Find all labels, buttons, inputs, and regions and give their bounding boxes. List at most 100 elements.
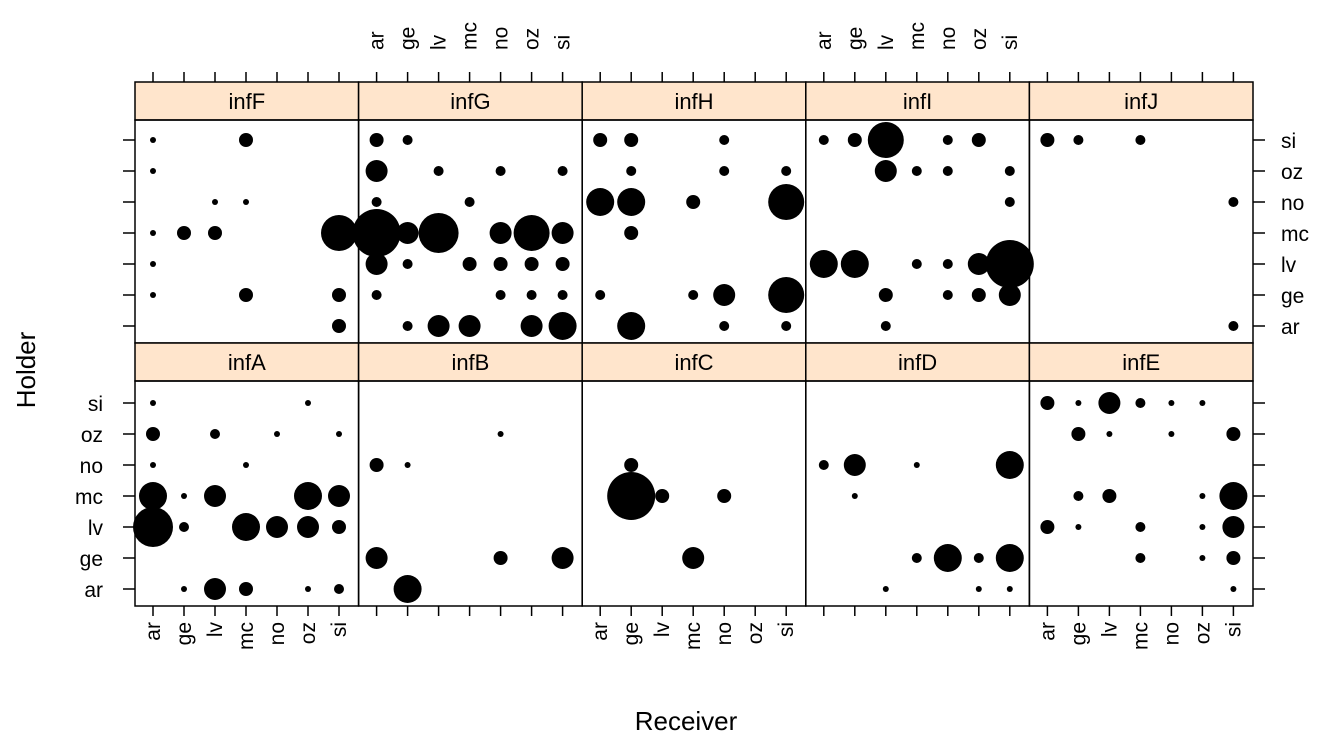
- point-infG-ar-oz: [365, 160, 388, 182]
- point-infH-si-ge: [768, 277, 805, 313]
- x-tick-label-mc: mc: [459, 22, 482, 50]
- strip-infG: [357, 81, 583, 121]
- point-infA-ar-si: [150, 400, 156, 406]
- point-infD-oz-ge: [973, 553, 984, 563]
- point-infH-ar-si: [593, 133, 608, 147]
- point-infH-mc-ge: [688, 290, 699, 300]
- x-tick-label-no: no: [1160, 622, 1183, 645]
- point-infI-no-oz: [942, 166, 953, 176]
- point-infF-ar-si: [150, 137, 156, 143]
- panel-frame-infB: [357, 380, 583, 607]
- point-infF-ar-mc: [150, 230, 156, 236]
- strip-label-infC: infC: [674, 350, 713, 375]
- point-infG-ge-si: [402, 135, 413, 145]
- x-tick-label-oz: oz: [297, 622, 320, 644]
- x-tick-label-ar: ar: [589, 622, 612, 641]
- x-tick-label-no: no: [713, 622, 736, 645]
- point-infE-no-oz: [1168, 431, 1175, 437]
- point-infA-oz-si: [305, 400, 311, 406]
- point-infG-mc-no: [464, 197, 475, 207]
- point-infD-si-ge: [995, 544, 1024, 572]
- x-tick-label-no: no: [266, 622, 289, 645]
- point-infA-mc-ar: [239, 582, 253, 596]
- point-infI-mc-lv: [911, 259, 922, 269]
- point-infI-no-lv: [942, 259, 953, 269]
- point-infH-ge-ar: [617, 312, 646, 340]
- point-infI-si-ge: [998, 284, 1021, 306]
- point-infH-mc-no: [686, 195, 701, 209]
- point-infA-lv-oz: [210, 429, 220, 439]
- point-infG-lv-ar: [427, 315, 450, 337]
- point-infA-no-lv: [266, 516, 288, 538]
- point-infA-si-mc: [328, 485, 350, 507]
- panel-infG: infG: [352, 81, 583, 344]
- x-axis-title: Receiver: [635, 706, 738, 736]
- point-infE-ge-si: [1075, 400, 1082, 406]
- point-infH-no-si: [719, 135, 730, 145]
- x-tick-label-ar: ar: [366, 31, 389, 50]
- point-infG-ar-no: [371, 197, 382, 207]
- strip-label-infA: infA: [228, 350, 266, 375]
- point-infI-ge-si: [847, 133, 862, 147]
- y-axis-title: Holder: [11, 331, 41, 408]
- strip-label-infF: infF: [228, 89, 265, 114]
- point-infI-lv-ge: [878, 288, 893, 302]
- point-infC-lv-mc: [655, 489, 670, 503]
- x-tick-label-lv: lv: [204, 622, 227, 638]
- panel-infJ: infJ: [1028, 81, 1254, 344]
- point-infE-mc-si: [1135, 398, 1146, 408]
- panel-infC: infC: [581, 342, 807, 607]
- point-infG-lv-mc: [418, 213, 459, 253]
- point-infB-no-ge: [493, 551, 508, 565]
- point-infF-ar-oz: [150, 168, 156, 174]
- point-infF-si-ge: [332, 288, 346, 302]
- x-tick-label-oz: oz: [1191, 622, 1214, 644]
- point-infF-mc-ge: [239, 288, 253, 302]
- point-infF-lv-mc: [208, 226, 222, 240]
- point-infE-ge-lv: [1075, 524, 1082, 530]
- x-tick-label-ge: ge: [620, 622, 643, 645]
- point-infG-ge-ar: [402, 321, 413, 331]
- panel-infD: infD: [805, 342, 1031, 607]
- y-tick-label-right-mc: mc: [1281, 223, 1309, 246]
- point-infB-ge-ar: [393, 575, 422, 603]
- point-infG-no-oz: [495, 166, 506, 176]
- x-tick-label-ge: ge: [173, 622, 196, 645]
- point-infA-oz-mc: [294, 482, 322, 510]
- y-tick-label-lv: lv: [88, 517, 104, 540]
- point-infA-ar-lv: [133, 507, 173, 547]
- point-infH-si-oz: [781, 166, 792, 176]
- point-infI-si-oz: [1004, 166, 1015, 176]
- panel-infB: infB: [357, 342, 583, 607]
- point-infH-ge-si: [624, 133, 639, 147]
- panel-infH: infH: [581, 81, 807, 344]
- x-tick-label-mc: mc: [235, 622, 258, 650]
- x-tick-label-mc: mc: [682, 622, 705, 650]
- x-tick-label-no: no: [937, 27, 960, 50]
- y-tick-label-right-ar: ar: [1281, 316, 1300, 339]
- point-infA-lv-ar: [204, 578, 226, 600]
- point-infE-si-ge: [1226, 551, 1241, 565]
- strip-infB: [357, 342, 583, 382]
- point-infG-ar-si: [369, 133, 384, 147]
- x-tick-label-lv: lv: [651, 622, 674, 638]
- y-tick-label-right-oz: oz: [1281, 161, 1303, 184]
- point-infA-si-ar: [334, 584, 344, 594]
- point-infI-oz-lv: [967, 253, 990, 275]
- y-tick-label-right-ge: ge: [1281, 285, 1304, 308]
- panel-frame-infI: [805, 119, 1031, 344]
- point-infD-mc-no: [913, 462, 920, 468]
- y-tick-label-right-lv: lv: [1281, 254, 1297, 277]
- point-infC-ge-no: [624, 458, 639, 472]
- point-infI-oz-ge: [971, 288, 986, 302]
- point-infG-lv-oz: [433, 166, 444, 176]
- point-infA-mc-no: [243, 462, 249, 468]
- x-tick-label-si: si: [552, 35, 575, 50]
- x-tick-label-no: no: [490, 27, 513, 50]
- point-infG-mc-ar: [458, 315, 481, 337]
- point-infG-oz-ge: [526, 290, 537, 300]
- point-infI-no-ge: [942, 290, 953, 300]
- strip-label-infJ: infJ: [1124, 89, 1158, 114]
- y-tick-label-ge: ge: [80, 548, 103, 571]
- x-tick-label-ar: ar: [1036, 622, 1059, 641]
